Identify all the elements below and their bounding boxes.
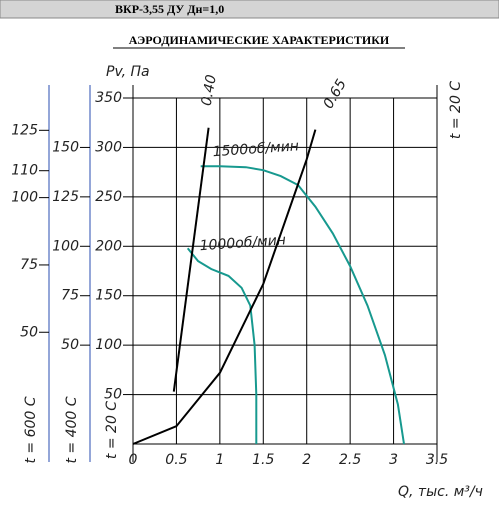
header-title: ВКР-3,55 ДУ Дн=1,0 bbox=[115, 2, 224, 16]
y-tick-label: 350 bbox=[95, 90, 122, 106]
series-line bbox=[132, 129, 317, 445]
temp-tick-label: 75 bbox=[61, 288, 79, 304]
chart-title: АЭРОДИНАМИЧЕСКИЕ ХАРАКТЕРИСТИКИ bbox=[129, 33, 390, 47]
x-tick-label: 3.5 bbox=[426, 452, 448, 468]
temp-tick-label: 150 bbox=[52, 139, 79, 155]
x-tick-label: 1.5 bbox=[252, 452, 274, 468]
y-tick-label: 150 bbox=[95, 288, 122, 304]
y-tick-label: 250 bbox=[95, 189, 122, 205]
temp-axis-label: t = 400 C bbox=[64, 396, 80, 463]
x-tick-label: 0 bbox=[129, 452, 138, 468]
temp-tick-label: 50 bbox=[20, 324, 38, 340]
series-label: 0.65 bbox=[320, 77, 349, 112]
main-axis-label: t = 20 C bbox=[104, 401, 120, 459]
temp-axis-label: t = 600 C bbox=[23, 396, 39, 463]
temp-tick-label: 100 bbox=[52, 238, 79, 254]
x-tick-label: 1 bbox=[215, 452, 224, 468]
y-axis-label: Pv, Па bbox=[106, 64, 150, 80]
series-label: 0.40 bbox=[199, 73, 220, 107]
x-axis-label: Q, тыс. м³/ч bbox=[398, 484, 483, 500]
y-tick-label: 50 bbox=[104, 387, 122, 403]
y-tick-label: 200 bbox=[95, 238, 122, 254]
right-axis-label: t = 20 C bbox=[448, 81, 464, 139]
series-line bbox=[172, 127, 210, 392]
header-bar bbox=[0, 0, 499, 19]
x-tick-label: 0.5 bbox=[165, 452, 187, 468]
y-tick-label: 100 bbox=[95, 337, 122, 353]
temp-tick-label: 50 bbox=[61, 337, 79, 353]
x-tick-label: 2 bbox=[302, 452, 311, 468]
series-line bbox=[186, 247, 258, 444]
temp-tick-label: 100 bbox=[11, 190, 38, 206]
temp-tick-label: 110 bbox=[11, 163, 38, 179]
series-label: 1500об/мин bbox=[212, 138, 299, 160]
y-tick-label: 300 bbox=[95, 139, 122, 155]
x-tick-label: 3 bbox=[389, 452, 398, 468]
x-tick-label: 2.5 bbox=[339, 452, 361, 468]
temp-tick-label: 125 bbox=[11, 122, 38, 138]
series-label: 1000об/мин bbox=[199, 232, 286, 254]
temp-tick-label: 125 bbox=[52, 189, 79, 205]
temp-tick-label: 75 bbox=[20, 257, 38, 273]
series-line bbox=[200, 165, 405, 445]
